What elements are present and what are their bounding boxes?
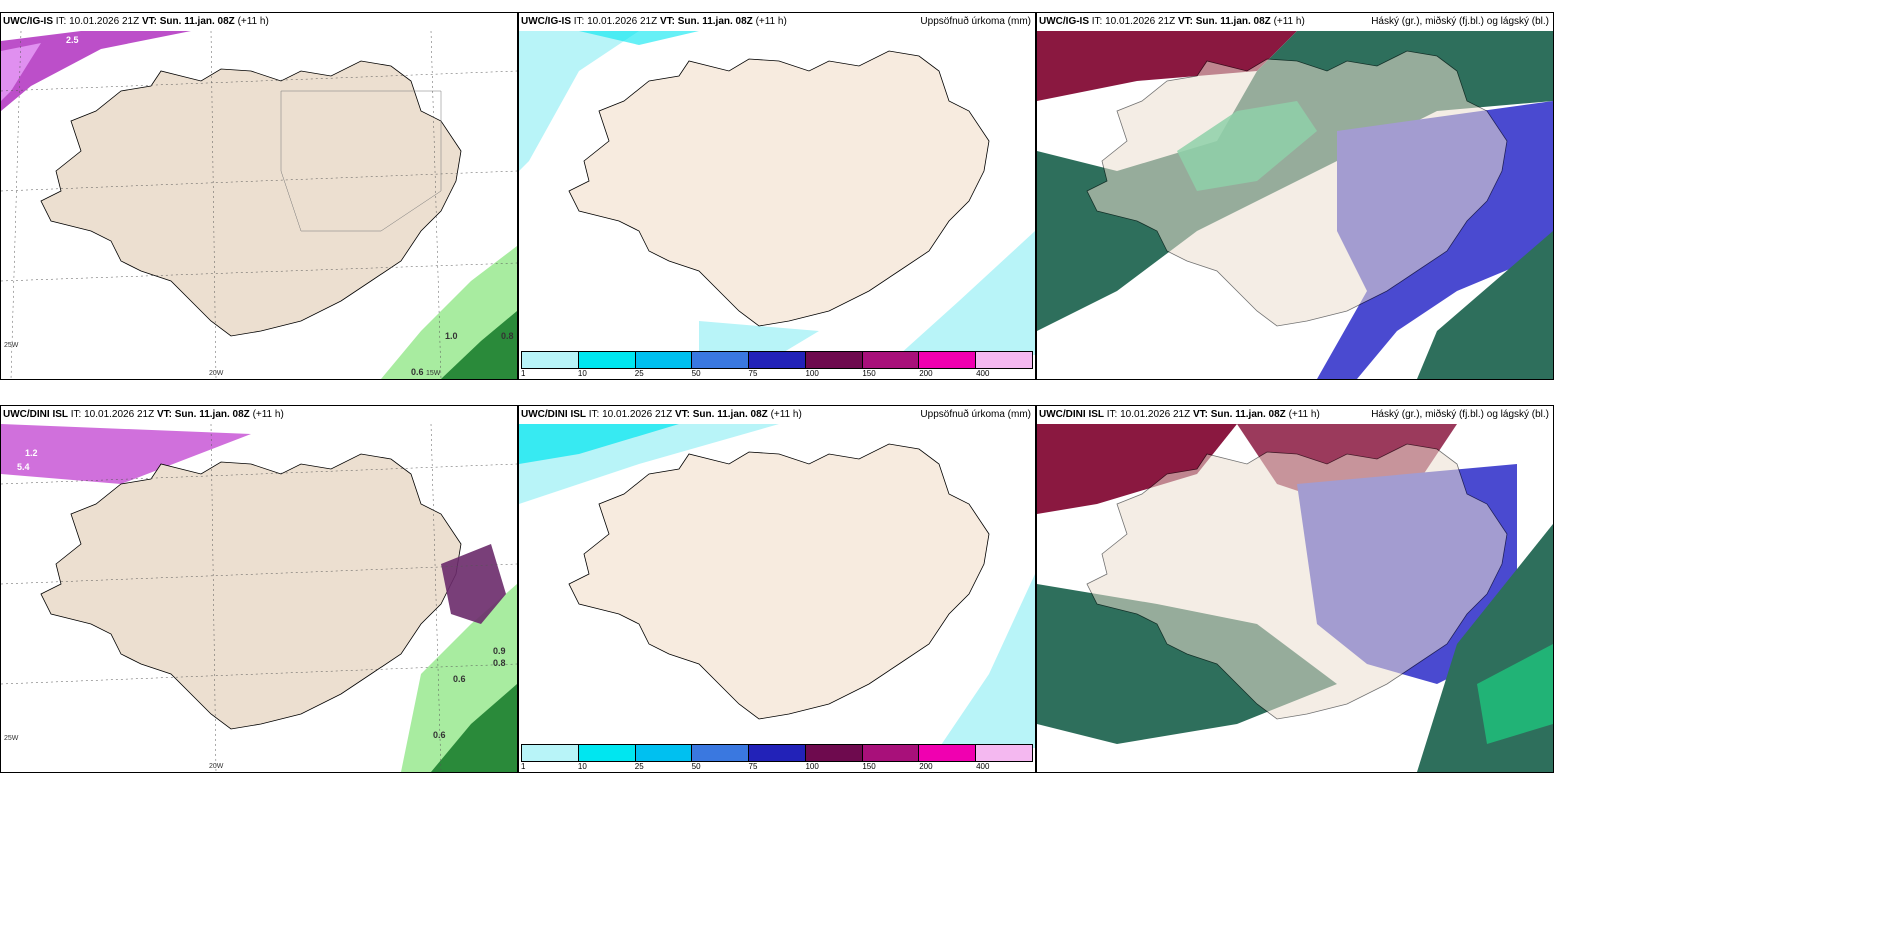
map-area [1, 424, 517, 772]
colorbar-segment [805, 352, 863, 368]
sea-precip-3 [939, 574, 1035, 748]
wind-purple-field-2 [1, 43, 41, 101]
colorbar-tick-label: 100 [805, 369, 819, 378]
panel-ig-clouds: UWC/IG-IS IT: 10.01.2026 21Z VT: Sun. 11… [1036, 12, 1554, 380]
panel-header: UWC/DINI ISL IT: 10.01.2026 21Z VT: Sun.… [521, 409, 1031, 420]
map-area [519, 31, 1035, 355]
colorbar-tick-label: 10 [577, 369, 587, 378]
colorbar-tick-label: 200 [919, 369, 933, 378]
sea-precip-2 [579, 31, 699, 45]
panel-dini-wind: UWC/DINI ISL IT: 10.01.2026 21Z VT: Sun.… [0, 405, 518, 773]
colorbar-tick-label: 25 [634, 762, 644, 771]
colorbar-segment [976, 745, 1033, 761]
sea-precip-3 [899, 231, 1035, 355]
wind-purple-blob [441, 544, 506, 624]
colorbar-segment [749, 352, 806, 368]
wind-purple-field [1, 424, 251, 484]
sea-precip [519, 31, 639, 171]
iceland-land [568, 50, 990, 327]
wind-value: 5.4 [17, 462, 30, 472]
iceland-land [1086, 50, 1508, 327]
colorbar-tick-label: 1 [521, 762, 526, 771]
panel-ig-precip: UWC/IG-IS IT: 10.01.2026 21Z VT: Sun. 11… [518, 12, 1036, 380]
map-area [1037, 424, 1553, 772]
colorbar-segment [578, 745, 636, 761]
iceland-land [568, 443, 990, 720]
colorbar-segment [635, 745, 693, 761]
lat-lon-grid [1, 31, 517, 379]
colorbar-segment [805, 745, 863, 761]
wind-value: 0.6 [411, 367, 424, 377]
precip-colorbar-labels: 1 10 25 50 75 100 150 200 400 [521, 369, 1033, 379]
colorbar-segment [522, 352, 579, 368]
colorbar-tick-label: 75 [748, 369, 758, 378]
iceland-land [1086, 443, 1508, 720]
wind-value: 0.6 [453, 674, 466, 684]
panel-header: UWC/IG-IS IT: 10.01.2026 21Z VT: Sun. 11… [1039, 16, 1549, 27]
grid-label-25w: 25W [4, 735, 19, 742]
colorbar-segment [522, 745, 579, 761]
wind-value: 0.8 [501, 331, 514, 341]
sea-precip-4 [699, 321, 819, 355]
colorbar-tick-label: 400 [976, 762, 990, 771]
colorbar-tick-label: 25 [634, 369, 644, 378]
panel-header: UWC/IG-IS IT: 10.01.2026 21Z VT: Sun. 11… [521, 16, 1031, 27]
panel-ig-wind: UWC/IG-IS IT: 10.01.2026 21Z VT: Sun. 11… [0, 12, 518, 380]
wind-green-field-2 [431, 684, 517, 772]
wind-value: 0.6 [433, 730, 446, 740]
wind-purple-field [1, 31, 191, 111]
colorbar-segment [862, 352, 920, 368]
colorbar-segment [692, 745, 750, 761]
colorbar-tick-label: 200 [919, 762, 933, 771]
map-area [519, 424, 1035, 748]
colorbar-tick-label: 75 [748, 762, 758, 771]
colorbar-segment [578, 352, 636, 368]
sea-precip-2 [519, 424, 679, 464]
iceland-land [40, 60, 462, 337]
mixed-cloud [1037, 424, 1237, 514]
colorbar-tick-label: 10 [577, 762, 587, 771]
iceland-land [40, 453, 462, 730]
colorbar-tick-label: 100 [805, 762, 819, 771]
colorbar-tick-label: 50 [691, 762, 701, 771]
colorbar-segment [862, 745, 920, 761]
wind-value: 1.0 [445, 331, 458, 341]
map-area [1037, 31, 1553, 379]
wind-green-field-2 [441, 311, 517, 379]
wind-value: 2.5 [66, 35, 79, 45]
precip-colorbar-labels: 1 10 25 50 75 100 150 200 400 [521, 762, 1033, 772]
panel-header: UWC/DINI ISL IT: 10.01.2026 21Z VT: Sun.… [3, 409, 284, 420]
precip-colorbar [521, 351, 1033, 369]
colorbar-segment [919, 745, 977, 761]
mixed-cloud [1037, 31, 1297, 101]
panel-header: UWC/DINI ISL IT: 10.01.2026 21Z VT: Sun.… [1039, 409, 1549, 420]
panel-dini-precip: UWC/DINI ISL IT: 10.01.2026 21Z VT: Sun.… [518, 405, 1036, 773]
grid-label-20w: 20W [209, 763, 224, 770]
wind-value: 0.9 [493, 646, 506, 656]
precip-colorbar [521, 744, 1033, 762]
colorbar-tick-label: 50 [691, 369, 701, 378]
colorbar-tick-label: 150 [862, 762, 876, 771]
colorbar-segment [692, 352, 750, 368]
colorbar-tick-label: 150 [862, 369, 876, 378]
hatch-area [280, 90, 442, 232]
colorbar-segment [976, 352, 1033, 368]
panel-dini-clouds: UWC/DINI ISL IT: 10.01.2026 21Z VT: Sun.… [1036, 405, 1554, 773]
grid-label-15w: 15W [426, 370, 441, 377]
colorbar-segment [749, 745, 806, 761]
colorbar-tick-label: 400 [976, 369, 990, 378]
colorbar-segment [919, 352, 977, 368]
lat-lon-grid [1, 424, 517, 772]
mid-cloud [1477, 644, 1553, 744]
panel-header: UWC/IG-IS IT: 10.01.2026 21Z VT: Sun. 11… [3, 16, 269, 27]
wind-value: 1.4 [31, 91, 43, 100]
wind-value: 1.2 [25, 448, 38, 458]
wind-value: 0.8 [493, 658, 506, 668]
grid-label-20w: 20W [209, 370, 224, 377]
colorbar-tick-label: 1 [521, 369, 526, 378]
grid-label-25w: 25W [4, 342, 19, 349]
map-area [1, 31, 517, 379]
colorbar-segment [635, 352, 693, 368]
high-cloud-2 [1417, 231, 1553, 379]
